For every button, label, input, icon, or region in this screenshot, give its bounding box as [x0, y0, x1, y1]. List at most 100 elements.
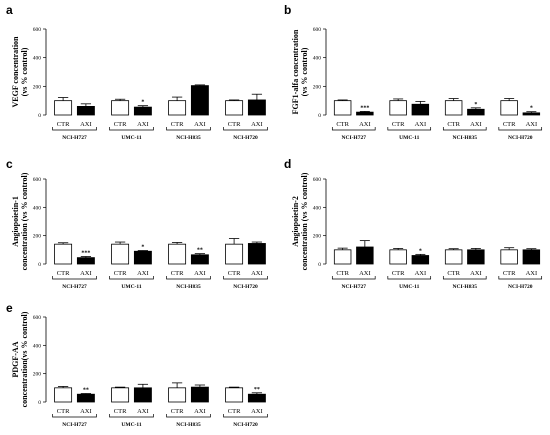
group-bracket	[223, 127, 268, 131]
category-label: CTR	[228, 408, 241, 415]
bar-umc-11-axi	[411, 103, 430, 116]
category-label: CTR	[57, 270, 70, 277]
bar-nci-h727-axi	[356, 111, 374, 116]
group-label: NCI-H727	[62, 135, 87, 141]
bar-nci-h727-axi	[76, 106, 95, 116]
y-tick-label: 600	[33, 315, 42, 321]
bar-nci-h835-axi	[190, 386, 209, 403]
panel-label: a	[6, 3, 13, 17]
bar-umc-11-ctr	[111, 243, 130, 265]
group-label: NCI-H720	[233, 284, 258, 290]
bar-nci-h720-ctr	[225, 243, 244, 265]
y-tick-label: 600	[33, 27, 42, 33]
bar-nci-h835-ctr	[168, 243, 187, 265]
bar-nci-h720-ctr	[500, 100, 518, 116]
group-bracket	[442, 127, 487, 131]
bar-umc-11-axi	[133, 387, 152, 403]
significance-marker: *	[141, 245, 144, 251]
significance-marker: ***	[360, 105, 369, 111]
category-label: AXI	[194, 408, 206, 415]
y-tick-label: 0	[38, 113, 41, 119]
y-axis-title-line: PDGF-AA	[11, 341, 20, 377]
y-axis-title-line: concentration (vs % control)	[20, 172, 29, 270]
y-tick-label: 600	[313, 177, 322, 183]
group-bracket	[498, 276, 543, 280]
group-bracket	[166, 276, 211, 280]
bar-nci-h720-ctr	[225, 387, 244, 403]
panel-d: d 0 200 400 600 Angiopoietin-2 concentration (…	[284, 157, 543, 290]
bar-nci-h720-axi	[247, 393, 266, 403]
category-label: AXI	[470, 121, 482, 128]
category-label: AXI	[251, 121, 263, 128]
group-bracket	[52, 414, 97, 418]
bar-nci-h727-axi	[356, 246, 374, 265]
category-label: AXI	[80, 270, 92, 277]
y-tick-label: 200	[313, 84, 322, 90]
group-bracket	[52, 276, 97, 280]
category-label: AXI	[526, 121, 538, 128]
bar-umc-11-ctr	[389, 249, 407, 265]
y-axis-title-line: concentration(vs % control)	[20, 311, 29, 407]
category-label: AXI	[526, 270, 538, 277]
y-tick-label: 200	[313, 234, 322, 240]
category-label: CTR	[503, 121, 516, 128]
y-tick-label: 400	[313, 56, 322, 62]
group-bracket	[166, 414, 211, 418]
category-label: AXI	[251, 270, 263, 277]
group-bracket	[331, 276, 376, 280]
significance-marker: *	[141, 100, 144, 106]
y-axis-title-line: VEGF concentration	[11, 36, 20, 108]
y-tick-label: 400	[33, 343, 42, 349]
group-label: NCI-H835	[176, 135, 201, 141]
y-axis-title: PDGF-AA concentration(vs % control)	[11, 311, 29, 407]
y-tick-label: 0	[318, 113, 321, 119]
group-bracket	[109, 127, 154, 131]
category-label: CTR	[392, 270, 405, 277]
bar-nci-h720-ctr	[225, 100, 244, 116]
bar-nci-h727-ctr	[333, 100, 352, 116]
y-tick-label: 200	[33, 84, 42, 90]
bar-nci-h727-axi	[76, 257, 95, 265]
category-label: CTR	[228, 121, 241, 128]
group-label: NCI-H720	[508, 284, 533, 290]
y-tick-label: 400	[33, 205, 42, 211]
bar-nci-h720-axi	[522, 249, 541, 265]
category-label: AXI	[137, 270, 149, 277]
bar-nci-h835-axi	[467, 108, 485, 116]
bar-nci-h727-ctr	[54, 243, 73, 265]
category-label: CTR	[57, 408, 70, 415]
y-axis-title-line: Angiopoietin-1	[11, 196, 20, 247]
bar-nci-h835-ctr	[444, 249, 463, 265]
group-label: NCI-H835	[453, 284, 478, 290]
category-label: AXI	[194, 270, 206, 277]
panel-c: c 0 200 400 600 Angiopoietin-1 concentration (…	[6, 157, 268, 290]
group-bracket	[331, 127, 376, 131]
category-label: AXI	[415, 121, 427, 128]
bar-nci-h835-ctr	[168, 100, 187, 116]
panel-label: b	[284, 3, 291, 17]
y-axis-title-line: FGF1-alfa concentration	[291, 29, 300, 114]
group-bracket	[442, 276, 487, 280]
y-axis-title: Angiopoietin-1 concentration (vs % contro…	[11, 172, 29, 270]
bar-umc-11-ctr	[111, 100, 130, 116]
y-tick-label: 200	[33, 234, 42, 240]
category-label: AXI	[470, 270, 482, 277]
category-label: AXI	[194, 121, 206, 128]
bar-nci-h727-ctr	[54, 100, 73, 116]
bar-nci-h727-axi	[76, 393, 95, 403]
bar-nci-h727-ctr	[54, 387, 73, 403]
category-label: AXI	[415, 270, 427, 277]
category-label: AXI	[251, 408, 263, 415]
significance-marker: ***	[81, 250, 90, 256]
group-bracket	[223, 414, 268, 418]
category-label: CTR	[171, 121, 184, 128]
group-label: NCI-H835	[176, 422, 201, 428]
bar-nci-h835-axi	[190, 85, 209, 116]
y-axis-title-line: (vs % control)	[300, 47, 309, 96]
y-axis-title: VEGF concentration (vs % control)	[11, 36, 29, 108]
y-tick-label: 400	[313, 205, 322, 211]
category-label: CTR	[114, 270, 127, 277]
group-label: NCI-H720	[508, 135, 533, 141]
group-label: NCI-H720	[233, 422, 258, 428]
group-bracket	[387, 127, 432, 131]
